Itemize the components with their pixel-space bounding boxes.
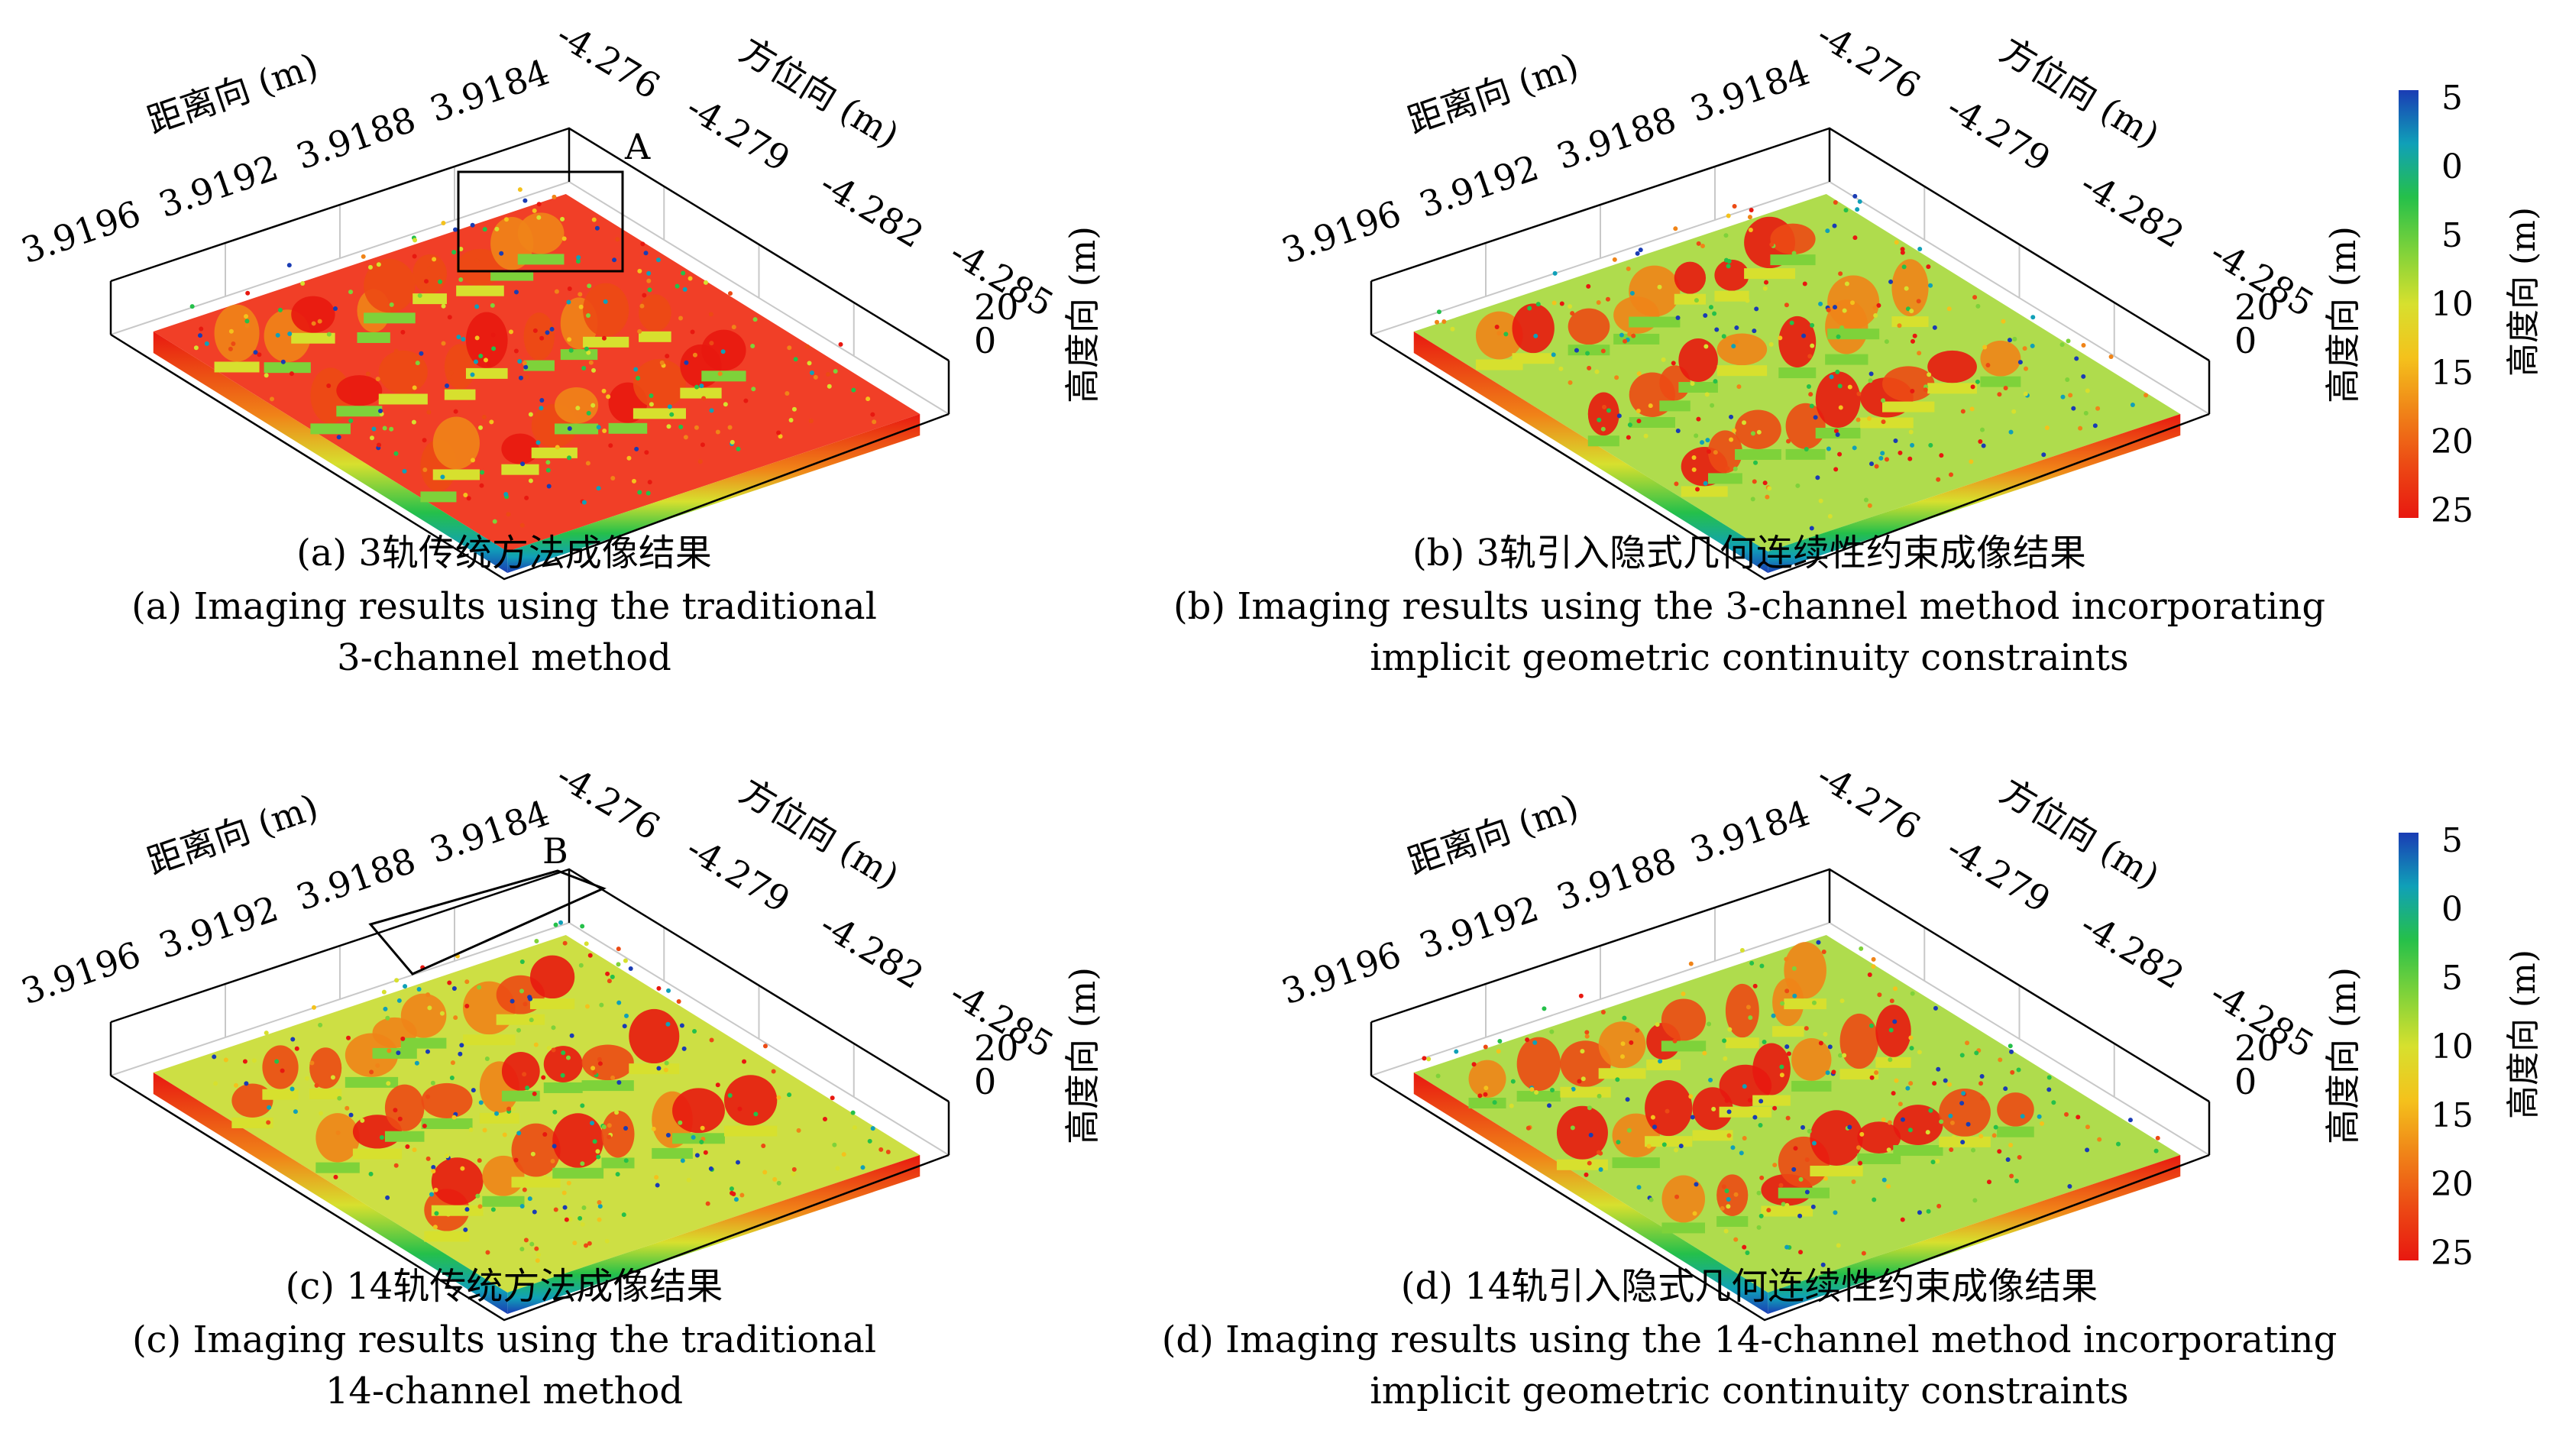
y-tick-label: -4.279 (679, 827, 797, 921)
colorbar-gradient (2399, 833, 2418, 1260)
annotation-label: A (624, 126, 651, 167)
x-tick-label: 3.9196 (16, 193, 146, 271)
y-tick-label: -4.282 (2073, 163, 2191, 256)
axes-box (1370, 127, 2211, 581)
colorbar-tick-label: 15 (2431, 1096, 2473, 1135)
x-tick-label: 3.9188 (291, 99, 421, 177)
x-tick-label: 3.9192 (154, 147, 283, 225)
caption-en-line2: implicit geometric continuity constraint… (1370, 636, 2128, 679)
colorbar-tick-label: 0 (2441, 890, 2463, 929)
z-tick-label: 0 (974, 1061, 996, 1102)
x-tick-label: 3.9188 (1551, 99, 1681, 177)
colorbar-tick-label: 25 (2431, 491, 2473, 530)
y-tick-label: -4.279 (1940, 827, 2057, 921)
caption-en-line2: 3-channel method (337, 636, 671, 679)
colorbar: 5 0 5 10 15 20 25 高度向 (m) (2399, 79, 2543, 530)
caption: (a) 3轨传统方法成像结果 (a) Imaging results using … (131, 532, 877, 679)
z-tick-label: 0 (2234, 1061, 2257, 1102)
x-tick-label: 3.9196 (1276, 193, 1406, 271)
point-cloud (1413, 193, 2181, 573)
point-cloud (153, 187, 920, 573)
caption-cn: (c) 14轨传统方法成像结果 (286, 1265, 723, 1308)
x-tick-label: 3.9184 (1685, 51, 1815, 130)
caption: (c) 14轨传统方法成像结果 (c) Imaging results using… (132, 1265, 876, 1412)
colorbar-tick-label: 5 (2441, 821, 2463, 860)
caption-en-line2: 14-channel method (325, 1370, 683, 1412)
annotation-label: B (542, 830, 568, 872)
z-tick-label: 20 (2234, 286, 2279, 328)
z-tick-label: 20 (974, 286, 1019, 328)
x-tick-label: 3.9188 (291, 840, 421, 918)
y-tick-label: -4.282 (2073, 904, 2191, 997)
x-tick-label: 3.9184 (425, 792, 555, 871)
colorbar-tick-label: 5 (2441, 216, 2463, 255)
x-tick-label: 3.9192 (1414, 147, 1544, 225)
caption-cn: (a) 3轨传统方法成像结果 (296, 532, 712, 574)
x-tick-label: 3.9192 (154, 888, 283, 966)
z-tick-label: 20 (974, 1027, 1019, 1069)
colorbar-tick-label: 10 (2431, 1027, 2473, 1066)
colorbar-tick-label: 5 (2441, 79, 2463, 118)
caption-en-line1: (b) Imaging results using the 3-channel … (1173, 585, 2325, 628)
colorbar-tick-label: 5 (2441, 959, 2463, 998)
y-tick-label: -4.279 (1940, 86, 2057, 180)
point-cloud (153, 920, 920, 1314)
colorbar-tick-label: 15 (2431, 354, 2473, 393)
z-tick-label: 0 (2234, 320, 2257, 361)
caption-en-line1: (c) Imaging results using the traditiona… (132, 1318, 876, 1361)
x-axis-label: 距离向 (m) (142, 786, 323, 883)
z-axis-label: 高度向 (m) (1062, 967, 1103, 1144)
caption-en-line1: (a) Imaging results using the traditiona… (131, 585, 877, 628)
caption: (b) 3轨引入隐式几何连续性约束成像结果 (b) Imaging results… (1173, 532, 2325, 679)
point-cloud (1413, 935, 2181, 1314)
y-tick-label: -4.279 (679, 86, 797, 180)
y-tick-label: -4.276 (549, 14, 667, 107)
x-tick-label: 3.9192 (1414, 888, 1544, 966)
y-tick-label: -4.276 (1810, 755, 1927, 848)
x-tick-label: 3.9196 (16, 933, 146, 1012)
x-axis-label: 距离向 (m) (1403, 45, 1584, 142)
colorbar-gradient (2399, 90, 2418, 518)
annotation-box (368, 869, 607, 976)
colorbar-tick-label: 10 (2431, 285, 2473, 324)
x-axis-label: 距离向 (m) (1403, 786, 1584, 883)
z-axis-label: 高度向 (m) (2322, 226, 2363, 403)
caption-en-line1: (d) Imaging results using the 14-channel… (1162, 1318, 2338, 1361)
z-axis-label: 高度向 (m) (1062, 226, 1103, 403)
x-tick-label: 3.9184 (425, 51, 555, 130)
x-tick-label: 3.9188 (1551, 840, 1681, 918)
annotation-box (457, 170, 624, 273)
colorbar-label: 高度向 (m) (2504, 207, 2543, 377)
y-tick-label: -4.276 (1810, 14, 1927, 107)
z-tick-label: 0 (974, 320, 996, 361)
caption-cn: (d) 14轨引入隐式几何连续性约束成像结果 (1401, 1265, 2098, 1308)
x-axis-label: 距离向 (m) (142, 45, 323, 142)
axes-box (109, 868, 950, 1322)
caption: (d) 14轨引入隐式几何连续性约束成像结果 (d) Imaging result… (1162, 1265, 2338, 1412)
caption-en-line2: implicit geometric continuity constraint… (1370, 1370, 2128, 1412)
x-tick-label: 3.9196 (1276, 933, 1406, 1012)
y-tick-label: -4.282 (813, 904, 930, 997)
y-tick-label: -4.282 (813, 163, 930, 256)
colorbar: 5 0 5 10 15 20 25 高度向 (m) (2399, 821, 2543, 1273)
colorbar-tick-label: 0 (2441, 147, 2463, 186)
colorbar-tick-label: 25 (2431, 1234, 2473, 1273)
colorbar-tick-label: 20 (2431, 1165, 2473, 1204)
colorbar-tick-label: 20 (2431, 422, 2473, 461)
colorbar-label: 高度向 (m) (2504, 950, 2543, 1119)
axes-box (109, 127, 950, 581)
x-tick-label: 3.9184 (1685, 792, 1815, 871)
z-axis-label: 高度向 (m) (2322, 967, 2363, 1144)
caption-cn: (b) 3轨引入隐式几何连续性约束成像结果 (1412, 532, 2086, 574)
axes-box (1370, 868, 2211, 1322)
z-tick-label: 20 (2234, 1027, 2279, 1069)
